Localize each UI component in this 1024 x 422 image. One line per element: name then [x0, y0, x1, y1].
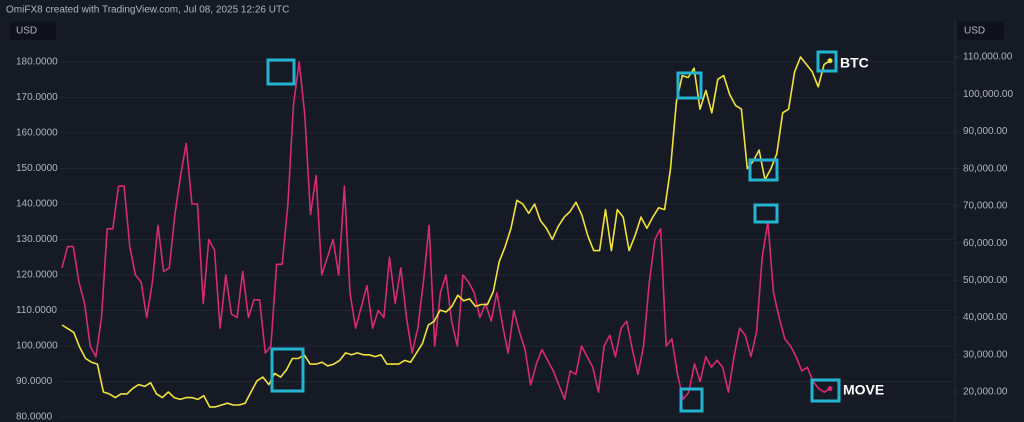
y-tick-label: 80.0000 [16, 412, 53, 422]
y2-tick-label: 50,000.00 [963, 275, 1008, 286]
highlight-box [810, 378, 841, 403]
y-tick-label: 120.0000 [16, 270, 58, 281]
end-dot [827, 386, 833, 392]
y-tick-label: 90.0000 [16, 376, 53, 387]
end-dot [827, 58, 833, 64]
y2-tick-label: 110,000.00 [963, 52, 1013, 63]
y2-tick-label: 70,000.00 [963, 201, 1008, 212]
y-unit-box [10, 22, 56, 40]
y-tick-label: 140.0000 [16, 199, 58, 210]
y2-unit: USD [964, 26, 985, 37]
plot: 80.0000 90.0000 100.0000 110.0000 120.0000 13… [16, 52, 1013, 422]
y2-tick-label: 80,000.00 [963, 163, 1008, 174]
y2-tick-label: 60,000.00 [963, 238, 1008, 249]
y-tick-label: 150.0000 [16, 163, 58, 174]
y-tick-label: 110.0000 [16, 305, 57, 316]
highlight-box [816, 50, 838, 73]
y2-unit-box [958, 22, 1004, 40]
series-line [61, 61, 831, 401]
y-unit: USD [16, 26, 37, 37]
highlight-box [676, 71, 703, 100]
y2-tick-label: 20,000.00 [963, 387, 1008, 398]
annotation: MOVE [843, 382, 884, 398]
y-tick-label: 180.0000 [16, 57, 58, 68]
y-tick-label: 100.0000 [16, 341, 58, 352]
y2-tick-label: 90,000.00 [963, 126, 1008, 137]
highlight-box [266, 58, 296, 86]
series-line [61, 56, 831, 408]
chart-title: OmiFX8 created with TradingView.com, Jul… [6, 5, 289, 16]
y2-tick-label: 100,000.00 [963, 89, 1013, 100]
highlight-box [753, 203, 779, 224]
highlight-box [679, 387, 704, 413]
y2-tick-label: 40,000.00 [963, 312, 1008, 323]
highlight-box [748, 158, 779, 182]
y2-tick-label: 30,000.00 [963, 349, 1008, 360]
y-tick-label: 130.0000 [16, 234, 58, 245]
y-tick-label: 170.0000 [16, 92, 58, 103]
y-tick-label: 160.0000 [16, 128, 58, 139]
highlight-box [270, 347, 305, 393]
annotation: BTC [840, 55, 869, 71]
